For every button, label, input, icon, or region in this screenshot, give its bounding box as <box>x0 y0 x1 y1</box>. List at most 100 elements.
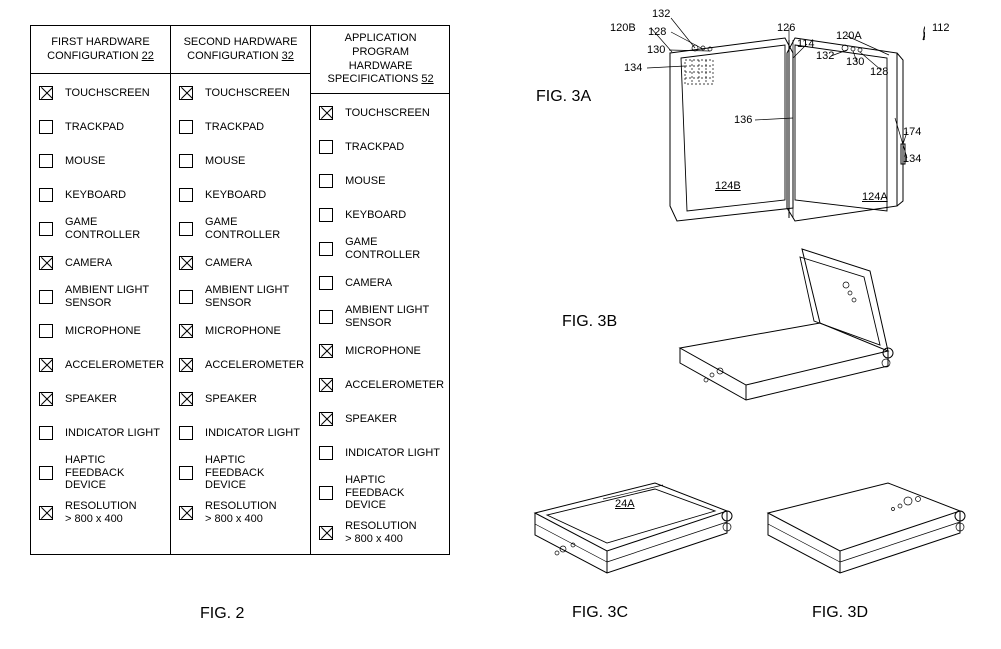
row-label: ACCELEROMETER <box>345 379 444 392</box>
row-label: KEYBOARD <box>65 189 126 202</box>
config-row: MOUSE <box>31 144 170 178</box>
row-label: ACCELEROMETER <box>65 359 164 372</box>
row-label: HAPTIC FEEDBACKDEVICE <box>345 474 444 512</box>
row-label: INDICATOR LIGHT <box>345 447 440 460</box>
checkbox-icon <box>179 466 193 480</box>
checkbox-icon <box>179 506 193 520</box>
row-label: TRACKPAD <box>205 121 264 134</box>
checkbox-icon <box>39 290 53 304</box>
checkbox-icon <box>39 324 53 338</box>
row-label: INDICATOR LIGHT <box>65 427 160 440</box>
row-label: GAME CONTROLLER <box>345 236 444 261</box>
hardware-config-table: FIRST HARDWARECONFIGURATION 22 TOUCHSCRE… <box>30 25 450 555</box>
config-row: AMBIENT LIGHTSENSOR <box>31 280 170 314</box>
config-row: CAMERA <box>31 246 170 280</box>
config-row: AMBIENT LIGHTSENSOR <box>311 300 450 334</box>
checkbox-icon <box>39 426 53 440</box>
fig3a-drawing <box>625 8 925 238</box>
row-label: CAMERA <box>65 257 112 270</box>
row-label: MICROPHONE <box>205 325 281 338</box>
row-label: CAMERA <box>205 257 252 270</box>
config-row: MICROPHONE <box>311 334 450 368</box>
checkbox-icon <box>179 256 193 270</box>
fig3b-caption: FIG. 3B <box>562 313 617 331</box>
col-app-spec: APPLICATION PROGRAMHARDWARESPECIFICATION… <box>311 26 450 554</box>
config-row: SPEAKER <box>171 382 310 416</box>
checkbox-icon <box>319 174 333 188</box>
config-row: KEYBOARD <box>311 198 450 232</box>
config-row: MICROPHONE <box>171 314 310 348</box>
row-label: MICROPHONE <box>345 345 421 358</box>
config-row: ACCELEROMETER <box>311 368 450 402</box>
row-label: ACCELEROMETER <box>205 359 304 372</box>
checkbox-icon <box>319 378 333 392</box>
col-head-3: APPLICATION PROGRAMHARDWARESPECIFICATION… <box>311 26 450 94</box>
row-label: SPEAKER <box>205 393 257 406</box>
checkbox-icon <box>179 188 193 202</box>
checkbox-icon <box>319 140 333 154</box>
fig2-caption: FIG. 2 <box>200 605 244 623</box>
fig3d-caption: FIG. 3D <box>812 604 868 622</box>
row-label: TOUCHSCREEN <box>205 87 290 100</box>
config-row: RESOLUTION> 800 x 400 <box>311 516 450 550</box>
config-row: HAPTIC FEEDBACKDEVICE <box>171 450 310 496</box>
row-label: MOUSE <box>345 175 385 188</box>
checkbox-icon <box>179 426 193 440</box>
config-row: KEYBOARD <box>31 178 170 212</box>
config-row: HAPTIC FEEDBACKDEVICE <box>31 450 170 496</box>
checkbox-icon <box>319 486 333 500</box>
row-label: TOUCHSCREEN <box>345 107 430 120</box>
checkbox-icon <box>319 344 333 358</box>
checkbox-icon <box>319 276 333 290</box>
row-label: CAMERA <box>345 277 392 290</box>
checkbox-icon <box>179 358 193 372</box>
row-label: GAME CONTROLLER <box>65 216 164 241</box>
config-row: INDICATOR LIGHT <box>31 416 170 450</box>
checkbox-icon <box>319 446 333 460</box>
checkbox-icon <box>179 120 193 134</box>
figures-3: FIG. 3A 120B 132 128 130 134 126 114 120… <box>500 8 990 648</box>
config-row: TRACKPAD <box>31 110 170 144</box>
config-row: CAMERA <box>171 246 310 280</box>
row-label: RESOLUTION> 800 x 400 <box>345 520 417 545</box>
row-label: KEYBOARD <box>205 189 266 202</box>
row-label: TOUCHSCREEN <box>65 87 150 100</box>
leader-112: 112 <box>932 22 950 34</box>
fig3d-drawing <box>748 453 978 593</box>
fig3b-drawing <box>650 243 910 423</box>
row-label: HAPTIC FEEDBACKDEVICE <box>65 454 164 492</box>
checkbox-icon <box>319 310 333 324</box>
row-label: HAPTIC FEEDBACKDEVICE <box>205 454 304 492</box>
checkbox-icon <box>39 466 53 480</box>
fig3c-caption: FIG. 3C <box>572 604 628 622</box>
row-label: MICROPHONE <box>65 325 141 338</box>
checkbox-icon <box>39 222 53 236</box>
config-row: INDICATOR LIGHT <box>311 436 450 470</box>
checkbox-icon <box>179 154 193 168</box>
col-rows-3: TOUCHSCREEN TRACKPAD MOUSE KEYBOARD GAME CON… <box>311 94 450 554</box>
checkbox-icon <box>319 106 333 120</box>
checkbox-icon <box>39 392 53 406</box>
col-rows-1: TOUCHSCREEN TRACKPAD MOUSE KEYBOARD GAME CON… <box>31 74 170 534</box>
config-row: SPEAKER <box>311 402 450 436</box>
row-label: INDICATOR LIGHT <box>205 427 300 440</box>
checkbox-icon <box>39 154 53 168</box>
row-label: SPEAKER <box>65 393 117 406</box>
fig3c-drawing <box>515 453 745 593</box>
row-label: MOUSE <box>205 155 245 168</box>
config-row: AMBIENT LIGHTSENSOR <box>171 280 310 314</box>
config-row: GAME CONTROLLER <box>31 212 170 246</box>
row-label: MOUSE <box>65 155 105 168</box>
checkbox-icon <box>319 526 333 540</box>
col-second-hw: SECOND HARDWARECONFIGURATION 32 TOUCHSCR… <box>171 26 311 554</box>
config-row: GAME CONTROLLER <box>171 212 310 246</box>
row-label: TRACKPAD <box>345 141 404 154</box>
config-row: TOUCHSCREEN <box>311 96 450 130</box>
checkbox-icon <box>179 324 193 338</box>
config-row: TOUCHSCREEN <box>171 76 310 110</box>
checkbox-icon <box>179 86 193 100</box>
col-rows-2: TOUCHSCREEN TRACKPAD MOUSE KEYBOARD GAME CON… <box>171 74 310 534</box>
col-head-2: SECOND HARDWARECONFIGURATION 32 <box>171 26 310 74</box>
config-row: KEYBOARD <box>171 178 310 212</box>
checkbox-icon <box>319 242 333 256</box>
